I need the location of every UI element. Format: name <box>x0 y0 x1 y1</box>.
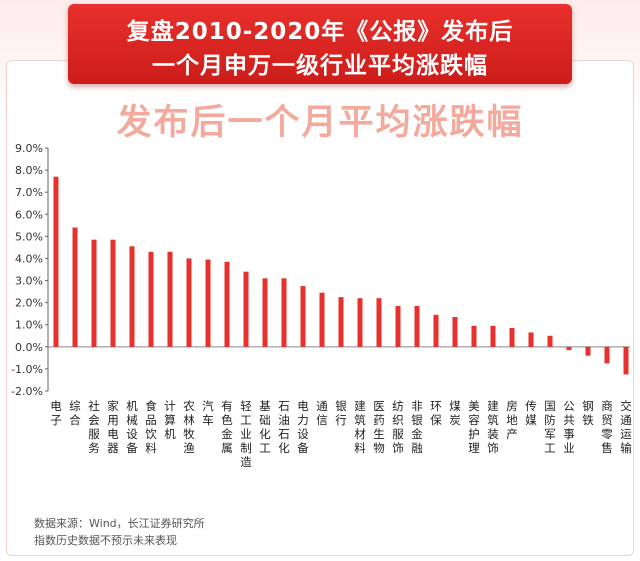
x-tick-label: 社会服务 <box>88 399 100 455</box>
bar <box>53 176 59 347</box>
x-tick-label: 医药生物 <box>373 399 385 455</box>
y-tick-label: 7.0% <box>15 186 43 199</box>
bar <box>547 335 553 347</box>
bar <box>224 261 230 347</box>
y-tick-label: 5.0% <box>15 230 43 243</box>
x-tick-label: 通信 <box>316 399 328 427</box>
y-tick-label: 2.0% <box>15 297 43 310</box>
y-tick-label: -2.0% <box>11 385 43 398</box>
x-tick-label: 石油石化 <box>278 399 290 455</box>
bar <box>110 239 116 347</box>
x-tick-label: 传媒 <box>525 399 537 427</box>
x-tick-label: 煤炭 <box>449 399 461 427</box>
x-tick-label: 建筑材料 <box>354 399 366 455</box>
bar <box>129 246 135 347</box>
bar <box>167 251 173 347</box>
bar <box>566 346 572 351</box>
x-tick-label: 电力设备 <box>297 399 309 455</box>
y-tick-label: 4.0% <box>15 252 43 265</box>
y-tick-label: 1.0% <box>15 319 43 332</box>
x-tick-label: 美容护理 <box>468 399 480 455</box>
disclaimer-note: 指数历史数据不预示未来表现 <box>34 534 177 547</box>
x-tick-label: 有色金属 <box>221 399 233 455</box>
x-tick-label: 钢铁 <box>582 399 594 427</box>
y-tick-label: 8.0% <box>15 164 43 177</box>
bar <box>623 346 629 375</box>
bar <box>281 278 287 347</box>
bar <box>338 297 344 347</box>
x-tick-label: 纺织服饰 <box>392 399 404 455</box>
bar <box>300 286 306 347</box>
y-tick-label: 0.0% <box>15 341 43 354</box>
bar <box>395 305 401 347</box>
x-axis-labels: 电子综合社会服务家用电器机械设备食品饮料计算机农林牧渔汽车有色金属轻工业制造基础… <box>50 399 632 469</box>
x-tick-label: 基础化工 <box>259 399 271 455</box>
bar <box>148 251 154 347</box>
x-tick-label: 房地产 <box>506 399 518 441</box>
bar <box>585 346 591 356</box>
bar <box>604 346 610 364</box>
bar <box>433 314 439 347</box>
bar <box>490 325 496 347</box>
x-tick-label: 机械设备 <box>126 399 138 455</box>
bar <box>471 325 477 347</box>
y-tick-label: 3.0% <box>15 275 43 288</box>
banner-title-line2: 一个月申万一级行业平均涨跌幅 <box>152 53 488 79</box>
bar <box>243 271 249 347</box>
x-tick-label: 商贸零售 <box>601 399 613 455</box>
x-tick-label: 银行 <box>335 399 347 427</box>
x-tick-label: 家用电器 <box>107 399 119 455</box>
bar <box>357 298 363 347</box>
x-tick-label: 交通运输 <box>620 399 632 455</box>
x-tick-label: 建筑装饰 <box>487 399 499 455</box>
y-tick-label: 6.0% <box>15 208 43 221</box>
y-axis: 9.0% 8.0% 7.0% 6.0% 5.0% 4.0% 3.0% 2.0% 1.0% 0.0%… <box>11 142 630 398</box>
bar <box>91 239 97 347</box>
chart-title: 发布后一个月平均涨跌幅 <box>116 103 524 143</box>
x-tick-label: 电子 <box>50 399 62 427</box>
x-tick-label: 环保 <box>430 399 442 427</box>
x-tick-label: 国防军工 <box>544 399 556 455</box>
data-source-note: 数据来源：Wind，长江证券研究所 <box>34 517 205 530</box>
title-banner: 复盘2010-2020年《公报》发布后 一个月申万一级行业平均涨跌幅 <box>68 4 572 84</box>
x-tick-label: 计算机 <box>164 399 176 441</box>
bar <box>72 227 78 347</box>
bar <box>262 278 268 347</box>
x-tick-label: 轻工业制造 <box>240 399 252 469</box>
bars <box>53 176 629 375</box>
bar <box>186 258 192 347</box>
bar <box>452 316 458 347</box>
bar <box>509 328 515 347</box>
bar <box>376 298 382 347</box>
y-tick-label: -1.0% <box>11 363 43 376</box>
bar <box>528 332 534 347</box>
x-tick-label: 综合 <box>69 399 81 427</box>
x-tick-label: 汽车 <box>202 399 214 427</box>
x-tick-label: 公共事业 <box>563 399 575 455</box>
x-tick-label: 食品饮料 <box>145 399 157 455</box>
bar <box>319 292 325 347</box>
x-tick-label: 农林牧渔 <box>183 399 195 455</box>
y-tick-label: 9.0% <box>15 142 43 155</box>
x-tick-label: 非银金融 <box>411 399 423 455</box>
bar <box>414 305 420 347</box>
bar <box>205 259 211 347</box>
banner-title-line1: 复盘2010-2020年《公报》发布后 <box>126 19 514 45</box>
